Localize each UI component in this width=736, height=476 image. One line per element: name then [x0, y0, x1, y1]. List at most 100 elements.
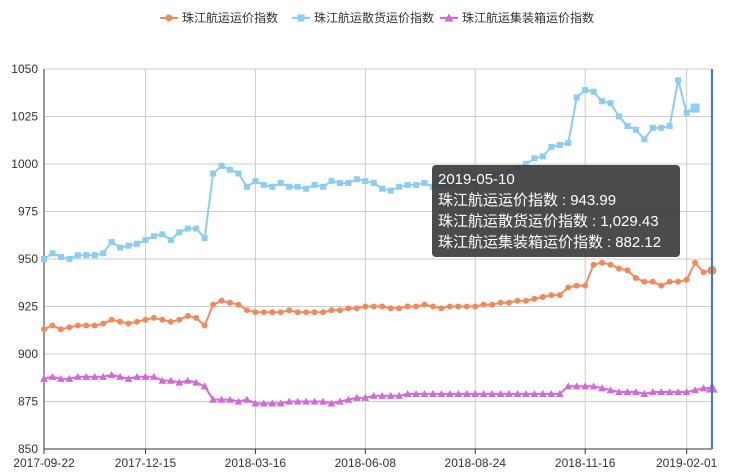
data-point[interactable]	[565, 284, 572, 291]
data-point[interactable]	[286, 307, 293, 314]
data-point[interactable]	[353, 305, 360, 312]
series-group[interactable]	[40, 371, 718, 407]
data-point[interactable]	[276, 399, 285, 407]
data-point[interactable]	[412, 390, 420, 398]
data-point[interactable]	[167, 237, 174, 243]
data-point[interactable]	[41, 256, 47, 262]
data-point[interactable]	[251, 399, 260, 407]
data-point[interactable]	[675, 278, 682, 285]
data-point[interactable]	[379, 185, 386, 192]
data-point[interactable]	[395, 391, 404, 399]
data-point[interactable]	[100, 320, 107, 327]
data-point[interactable]	[497, 299, 504, 306]
data-point[interactable]	[590, 261, 597, 268]
data-point[interactable]	[235, 170, 242, 177]
data-point[interactable]	[150, 233, 157, 240]
data-point[interactable]	[193, 314, 200, 321]
data-point[interactable]	[91, 252, 98, 259]
data-point[interactable]	[124, 374, 133, 382]
data-point[interactable]	[310, 397, 319, 405]
data-point[interactable]	[344, 395, 353, 403]
data-point[interactable]	[259, 399, 268, 407]
data-point[interactable]	[522, 390, 530, 398]
data-point[interactable]	[243, 307, 250, 314]
data-point[interactable]	[353, 176, 360, 183]
data-point[interactable]	[454, 390, 463, 398]
data-point[interactable]	[66, 324, 73, 331]
data-point[interactable]	[294, 183, 301, 190]
data-point[interactable]	[666, 278, 673, 285]
data-point[interactable]	[387, 187, 394, 194]
data-point[interactable]	[691, 386, 699, 394]
data-point[interactable]	[589, 382, 598, 390]
data-point[interactable]	[649, 124, 656, 131]
data-point[interactable]	[336, 307, 343, 314]
data-point[interactable]	[581, 382, 590, 390]
data-point[interactable]	[599, 98, 606, 105]
data-point[interactable]	[387, 305, 394, 312]
data-point[interactable]	[582, 282, 589, 289]
data-point[interactable]	[184, 313, 191, 319]
data-point[interactable]	[607, 261, 614, 268]
data-point[interactable]	[41, 326, 47, 333]
data-point[interactable]	[683, 276, 690, 283]
data-point[interactable]	[606, 386, 615, 394]
data-point[interactable]	[361, 393, 370, 401]
data-point[interactable]	[107, 371, 116, 379]
data-point[interactable]	[641, 136, 648, 143]
data-point[interactable]	[472, 303, 479, 310]
data-point[interactable]	[193, 225, 200, 232]
data-point[interactable]	[345, 305, 352, 312]
data-point[interactable]	[293, 397, 302, 405]
data-point[interactable]	[421, 301, 428, 308]
data-point[interactable]	[176, 229, 183, 236]
data-point[interactable]	[227, 166, 234, 173]
data-point[interactable]	[125, 320, 132, 327]
data-point[interactable]	[328, 178, 335, 185]
data-point[interactable]	[57, 326, 64, 333]
data-point[interactable]	[303, 185, 310, 192]
data-point[interactable]	[125, 242, 132, 249]
data-point[interactable]	[210, 301, 217, 308]
data-point[interactable]	[65, 374, 74, 382]
data-point[interactable]	[631, 388, 640, 396]
data-point[interactable]	[83, 252, 90, 259]
data-point[interactable]	[201, 322, 208, 329]
data-point[interactable]	[200, 382, 209, 390]
data-point[interactable]	[336, 397, 344, 405]
data-point[interactable]	[269, 183, 276, 190]
data-point[interactable]	[90, 372, 99, 380]
legend-item[interactable]: 珠江航运散货运价指数	[292, 10, 434, 25]
data-point[interactable]	[530, 390, 539, 398]
data-point[interactable]	[590, 88, 597, 95]
data-point[interactable]	[386, 391, 395, 399]
data-point[interactable]	[480, 301, 487, 308]
data-point[interactable]	[82, 372, 91, 380]
legend-item[interactable]: 珠江航运运价指数	[160, 10, 278, 25]
data-point[interactable]	[564, 382, 573, 390]
data-point[interactable]	[227, 299, 234, 306]
data-point[interactable]	[505, 390, 513, 398]
data-point[interactable]	[623, 388, 632, 396]
data-point[interactable]	[682, 388, 691, 396]
data-point[interactable]	[294, 309, 301, 316]
data-point[interactable]	[99, 372, 108, 380]
data-point[interactable]	[184, 225, 191, 232]
data-point[interactable]	[506, 299, 513, 306]
data-point[interactable]	[556, 142, 563, 148]
data-point[interactable]	[404, 181, 411, 188]
data-point[interactable]	[49, 250, 56, 257]
data-point[interactable]	[573, 94, 580, 101]
data-point[interactable]	[683, 109, 690, 116]
data-point[interactable]	[573, 282, 580, 289]
data-point[interactable]	[522, 161, 529, 167]
data-point[interactable]	[403, 390, 412, 398]
data-point[interactable]	[175, 378, 184, 386]
data-point[interactable]	[657, 388, 666, 396]
data-point[interactable]	[320, 183, 327, 190]
data-point[interactable]	[319, 397, 327, 405]
data-point[interactable]	[513, 390, 522, 398]
data-point[interactable]	[615, 113, 622, 120]
data-point[interactable]	[479, 390, 488, 398]
data-point[interactable]	[445, 390, 454, 398]
